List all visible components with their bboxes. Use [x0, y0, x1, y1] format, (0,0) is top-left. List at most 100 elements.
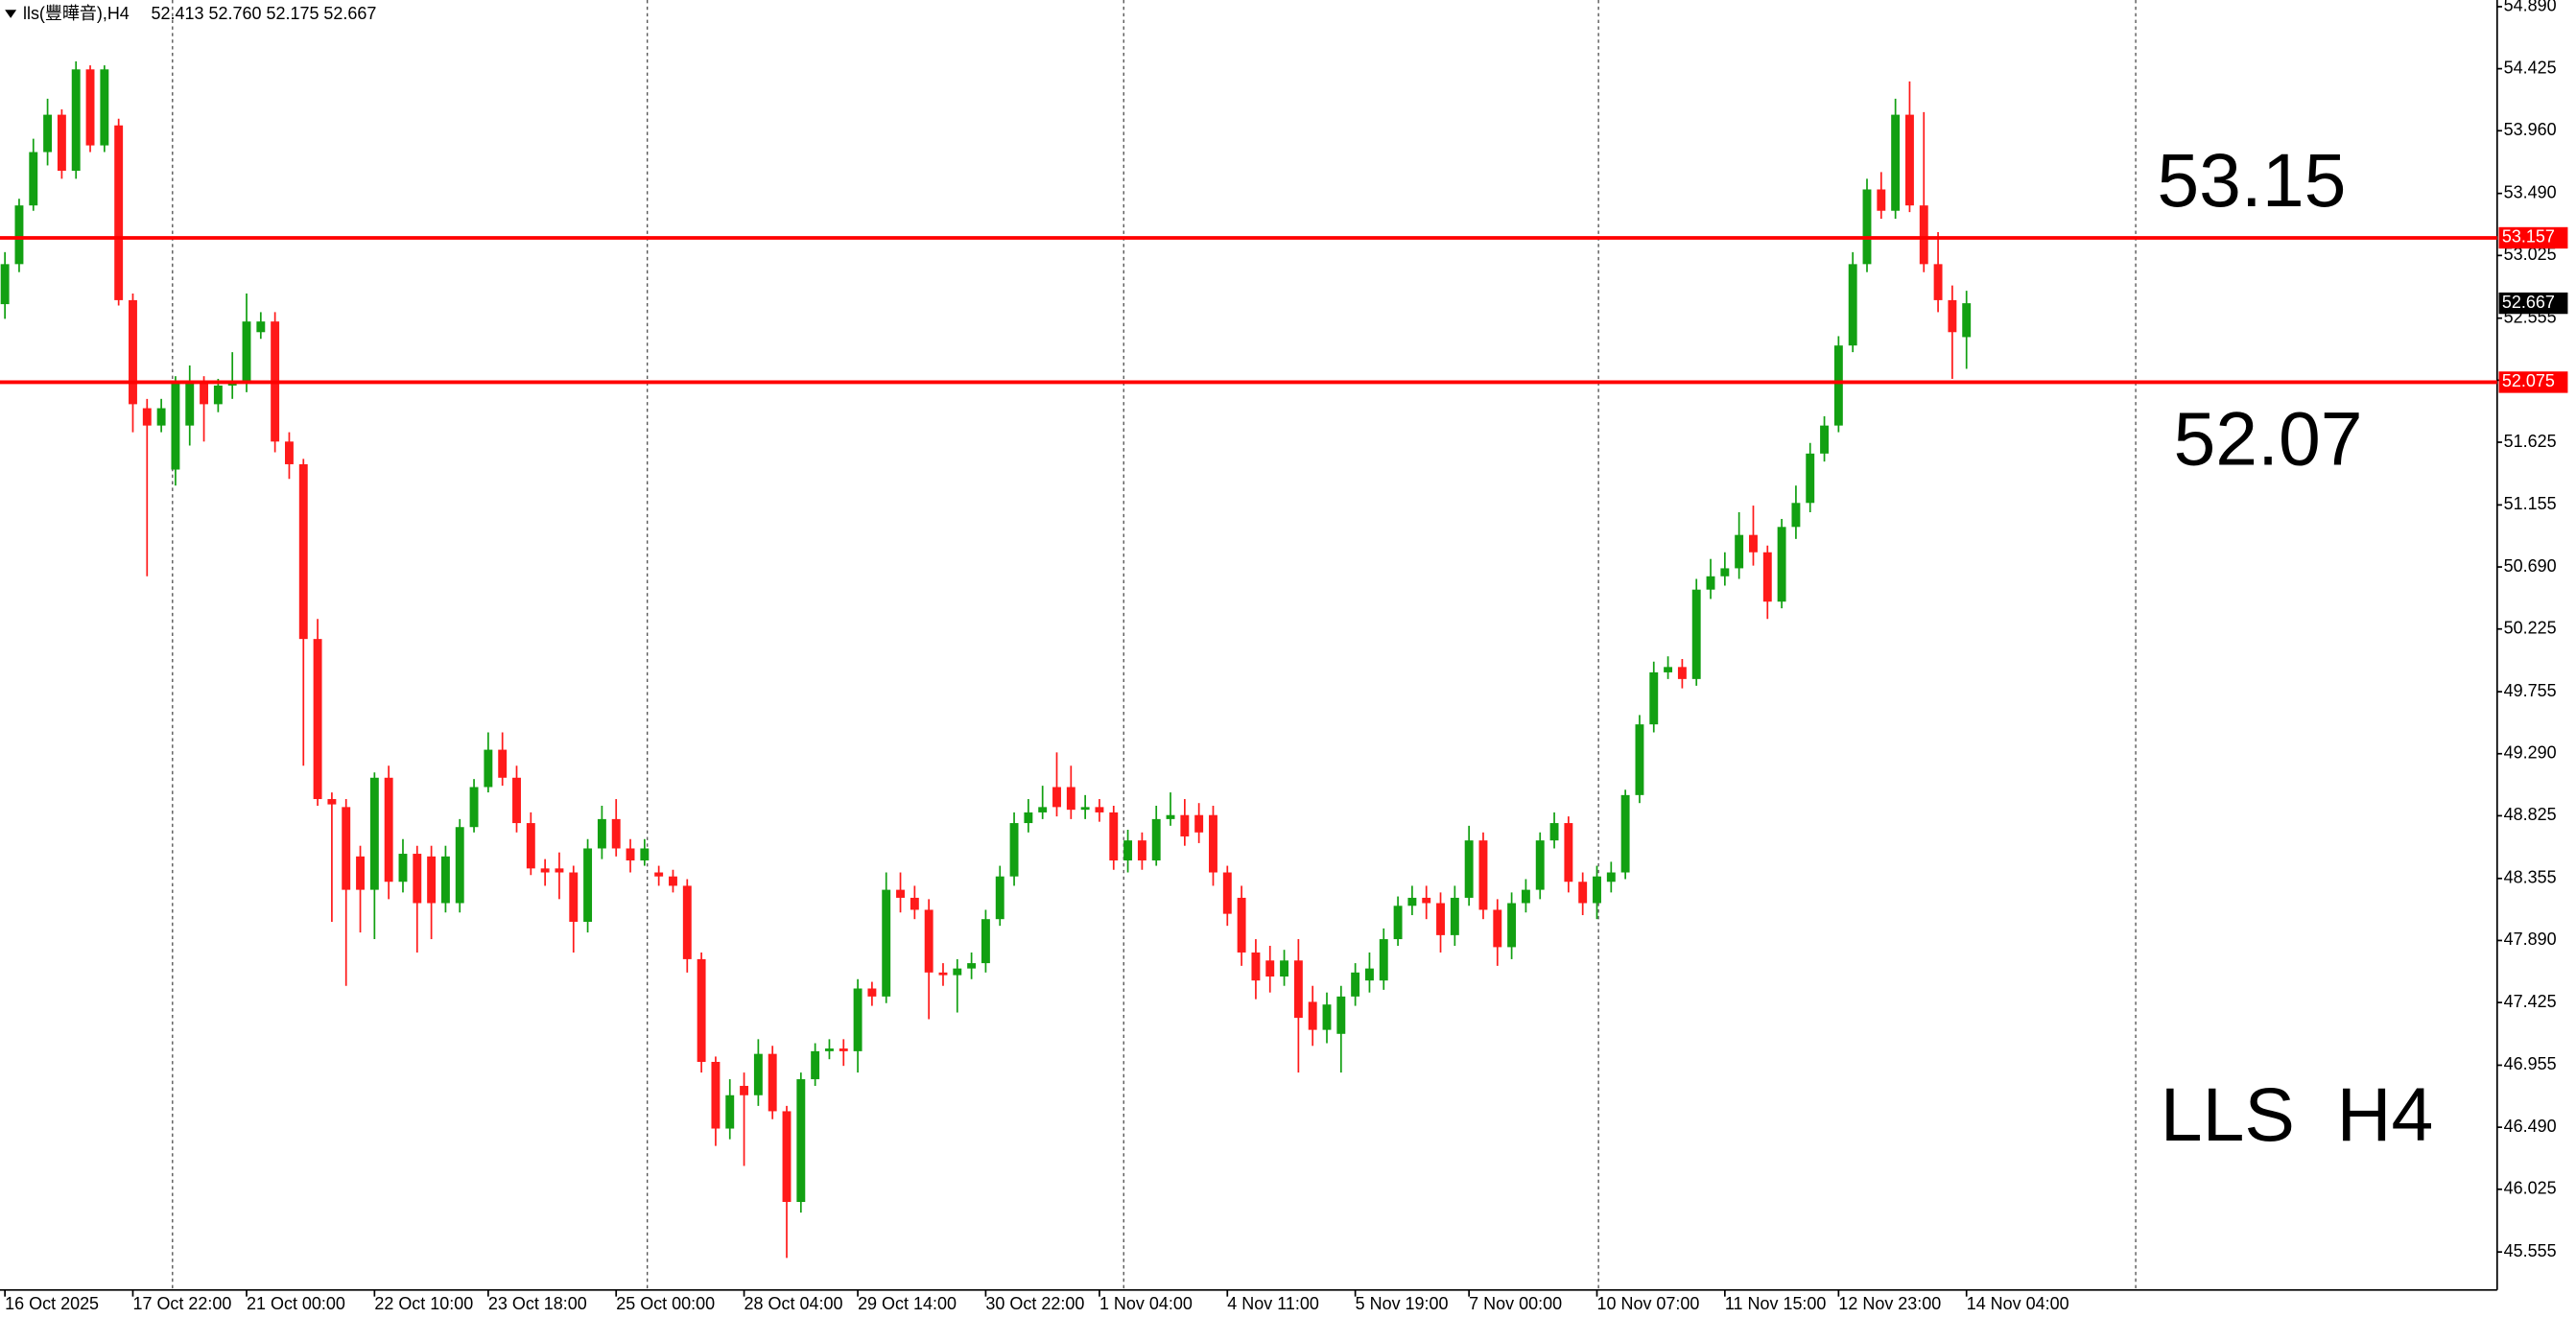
x-tick-label: 17 Oct 22:00	[132, 1294, 231, 1313]
candle-body	[342, 807, 351, 890]
hline-price-label: 53.157	[2502, 227, 2555, 247]
candle-body	[896, 889, 905, 898]
candle-body	[1962, 303, 1972, 338]
candle-body	[1820, 425, 1830, 454]
candle-body	[71, 69, 81, 172]
candle-body	[1948, 299, 1957, 333]
candle-body	[1706, 576, 1715, 590]
candle-body	[398, 854, 408, 883]
candle-body	[512, 777, 521, 824]
candle-body	[1336, 996, 1346, 1034]
candle-body	[129, 299, 137, 405]
candle-body	[583, 848, 593, 922]
candle-body	[1251, 952, 1261, 981]
candle-body	[953, 968, 962, 976]
candle-body	[484, 749, 493, 788]
candle-body	[1137, 840, 1146, 860]
x-tick-label: 12 Nov 23:00	[1838, 1294, 1941, 1313]
candle-body	[1407, 897, 1417, 906]
candle-body	[1038, 807, 1048, 812]
candle-body	[1933, 264, 1943, 300]
candle-body	[796, 1079, 806, 1203]
candle-body	[839, 1048, 848, 1051]
candle-body	[1265, 960, 1275, 977]
candle-body	[200, 381, 209, 405]
candle-body	[1564, 823, 1573, 883]
candle-body	[1364, 968, 1374, 981]
candle-body	[1222, 872, 1232, 914]
y-tick-label: 46.955	[2504, 1054, 2557, 1073]
candle-body	[1762, 552, 1772, 602]
y-tick-label: 53.025	[2504, 245, 2557, 264]
candle-body	[682, 885, 692, 959]
menu-triangle[interactable]	[5, 10, 17, 18]
candle-body	[1066, 787, 1075, 811]
candle-body	[142, 408, 152, 426]
candle-body	[1293, 960, 1303, 1019]
candle-body	[725, 1094, 735, 1129]
annotation: LLS H4	[2161, 1072, 2434, 1157]
candle-body	[114, 125, 124, 300]
candle-body	[327, 799, 337, 805]
candle-body	[1691, 589, 1701, 679]
ohlc-label: 52.413 52.760 52.175 52.667	[152, 4, 377, 23]
x-tick-label: 28 Oct 04:00	[744, 1294, 843, 1313]
candles	[0, 60, 1972, 1259]
candle-body	[711, 1061, 721, 1129]
candle-body	[14, 205, 24, 265]
candle-body	[440, 856, 450, 904]
candle-body	[356, 856, 365, 890]
candle-body	[811, 1050, 820, 1080]
candle-body	[1635, 724, 1644, 795]
candle-body	[1919, 205, 1928, 265]
candle-body	[1833, 345, 1843, 426]
candle-body	[427, 856, 437, 904]
candle-body	[498, 749, 508, 778]
y-tick-label: 45.555	[2504, 1241, 2557, 1260]
candle-body	[967, 963, 977, 969]
candle-body	[256, 321, 266, 333]
candle-body	[213, 385, 223, 405]
candle-body	[597, 818, 606, 849]
candle-body	[1095, 807, 1104, 812]
candle-body	[1478, 840, 1488, 910]
candle-body	[156, 408, 166, 426]
x-tick-label: 22 Oct 10:00	[374, 1294, 473, 1313]
y-tick-label: 54.890	[2504, 0, 2557, 15]
candle-body	[853, 988, 863, 1051]
last-price-box	[2498, 292, 2568, 315]
candle-body	[1848, 264, 1857, 346]
y-tick-label: 48.825	[2504, 805, 2557, 824]
candle-body	[882, 889, 891, 997]
candle-body	[995, 876, 1004, 920]
candle-body	[57, 114, 66, 172]
candle-body	[384, 777, 393, 883]
candle-body	[1806, 453, 1815, 504]
candle-body	[369, 777, 379, 890]
candle-body	[1322, 1004, 1332, 1030]
candle-body	[1904, 114, 1914, 206]
y-tick-label: 46.490	[2504, 1117, 2557, 1136]
candle-body	[1436, 903, 1445, 935]
candle-body	[910, 897, 919, 910]
annotation: 53.15	[2157, 138, 2346, 223]
candle-body	[654, 872, 664, 877]
candle-body	[1080, 807, 1090, 811]
candle-body	[768, 1053, 777, 1112]
y-tick-label: 50.690	[2504, 556, 2557, 576]
y-tick-label: 53.960	[2504, 120, 2557, 139]
candle-body	[1109, 812, 1119, 860]
candle-body	[469, 787, 479, 828]
candle-body	[740, 1086, 749, 1095]
y-tick-label: 51.155	[2504, 494, 2557, 513]
candle-body	[669, 876, 677, 886]
x-tick-label: 25 Oct 00:00	[616, 1294, 715, 1313]
x-tick-label: 23 Oct 18:00	[488, 1294, 587, 1313]
candle-body	[626, 848, 635, 860]
candle-body	[753, 1053, 763, 1095]
hline-price-box	[2498, 226, 2568, 249]
candle-body	[1664, 667, 1673, 672]
candle-body	[867, 988, 877, 997]
candle-body	[1180, 814, 1190, 836]
